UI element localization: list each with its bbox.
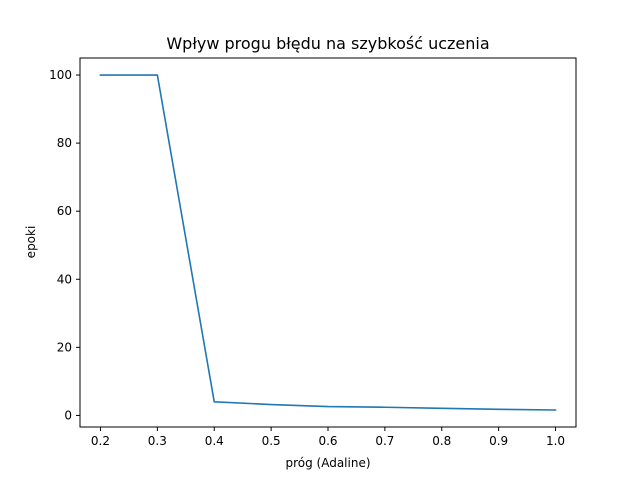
- series-layer: [99, 74, 557, 411]
- y-tick-label: 60: [57, 204, 72, 218]
- x-tick-label: 0.4: [205, 434, 224, 448]
- y-tick-label: 0: [64, 408, 72, 422]
- x-tick-label: 0.9: [489, 434, 508, 448]
- y-tick-label: 40: [57, 272, 72, 286]
- y-axis-label: epoki: [24, 226, 38, 259]
- x-axis-ticks: 0.2 0.3 0.4 0.5 0.6 0.7 0.8 0.9 1.0: [91, 427, 565, 448]
- plot-frame: [79, 57, 577, 428]
- x-tick-label: 0.2: [91, 434, 110, 448]
- x-tick-label: 0.8: [432, 434, 451, 448]
- x-axis-label: próg (Adaline): [285, 456, 370, 470]
- x-tick-label: 0.6: [318, 434, 337, 448]
- y-axis-ticks: 0 20 40 60 80 100: [49, 68, 80, 422]
- x-tick-label: 0.7: [375, 434, 394, 448]
- x-tick-label: 1.0: [546, 434, 565, 448]
- x-tick-label: 0.3: [148, 434, 167, 448]
- y-tick-label: 80: [57, 136, 72, 150]
- y-tick-label: 20: [57, 340, 72, 354]
- series-line: [99, 74, 557, 411]
- x-tick-label: 0.5: [262, 434, 281, 448]
- y-tick-label: 100: [49, 68, 72, 82]
- chart-title: Wpływ progu błędu na szybkość uczenia: [166, 34, 489, 53]
